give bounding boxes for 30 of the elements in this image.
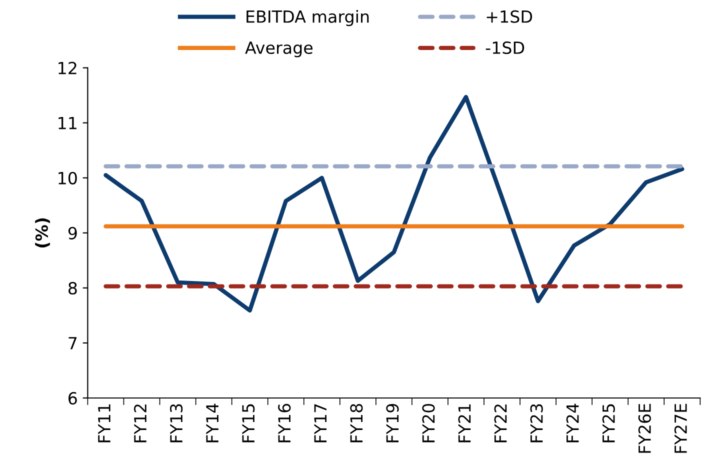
x-tick-label: FY18 bbox=[350, 404, 363, 442]
x-tick-label: FY13 bbox=[170, 404, 183, 442]
legend-label: -1SD bbox=[486, 41, 524, 54]
x-tick-label: FY11 bbox=[98, 404, 110, 442]
x-tick-label: FY26E bbox=[638, 404, 651, 453]
x-tick-label: FY25 bbox=[602, 404, 615, 442]
x-tick-label: FY12 bbox=[134, 404, 146, 442]
x-tick-label: FY16 bbox=[278, 404, 291, 442]
x-tick-label: FY14 bbox=[206, 404, 218, 442]
x-tick-label: FY27E bbox=[674, 404, 687, 453]
y-tick-label: 9 bbox=[68, 226, 77, 240]
x-tick-label: FY17 bbox=[314, 404, 326, 442]
y-tick-label: 6 bbox=[68, 392, 77, 405]
legend-label: Average bbox=[245, 42, 313, 58]
line-series bbox=[104, 94, 684, 313]
y-axis-title: (%) bbox=[35, 218, 50, 248]
x-tick-label: FY20 bbox=[422, 404, 435, 442]
y-tick-label: 12 bbox=[58, 62, 76, 74]
y-tick-label: 11 bbox=[58, 117, 76, 130]
y-tick-label: 10 bbox=[58, 172, 77, 184]
x-tick-label: FY22 bbox=[494, 404, 507, 442]
legend-label: +1SD bbox=[486, 10, 532, 23]
x-tick-label: FY23 bbox=[530, 404, 543, 442]
x-tick-label: FY24 bbox=[566, 404, 579, 442]
y-tick-label: 8 bbox=[68, 282, 77, 295]
x-tick-label: FY15 bbox=[242, 404, 255, 442]
y-tick-label: 7 bbox=[68, 337, 77, 350]
legend-label: EBITDA margin bbox=[246, 10, 369, 26]
x-tick-label: FY19 bbox=[386, 404, 399, 442]
x-tick-label: FY21 bbox=[458, 404, 471, 442]
